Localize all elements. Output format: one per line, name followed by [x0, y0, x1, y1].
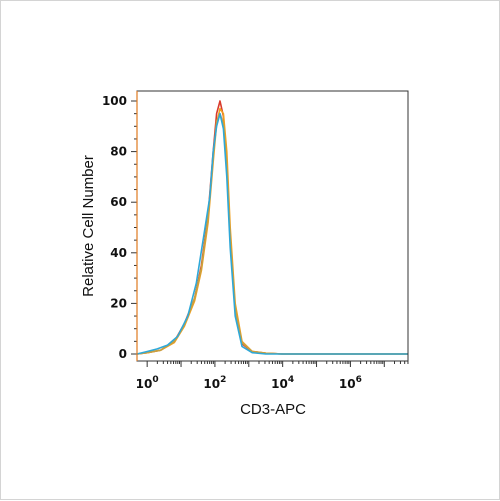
y-tick-label: 60	[110, 195, 127, 209]
y-tick-label: 20	[110, 296, 127, 310]
series-line-3	[136, 112, 408, 355]
x-axis-ticks: 100 102 104 106	[136, 91, 409, 391]
series-line-4	[136, 112, 408, 355]
x-tick-label: 106	[339, 375, 362, 391]
series-line-1	[136, 100, 408, 355]
y-tick-label: 40	[110, 246, 127, 260]
y-tick-label: 0	[119, 347, 127, 361]
plot-area-border	[136, 90, 409, 362]
x-tick-label: 100	[136, 375, 159, 391]
y-tick-label: 100	[102, 94, 127, 108]
x-tick-label: 102	[203, 375, 226, 391]
y-axis-title: Relative Cell Number	[80, 155, 97, 297]
x-axis-title: CD3-APC	[240, 401, 306, 418]
y-tick-label: 80	[110, 145, 127, 159]
y-axis-ticks: 0 20 40 60 80 100	[102, 94, 137, 361]
series-line-2	[136, 107, 408, 355]
series-layer	[136, 100, 408, 355]
x-tick-label: 104	[271, 375, 294, 391]
